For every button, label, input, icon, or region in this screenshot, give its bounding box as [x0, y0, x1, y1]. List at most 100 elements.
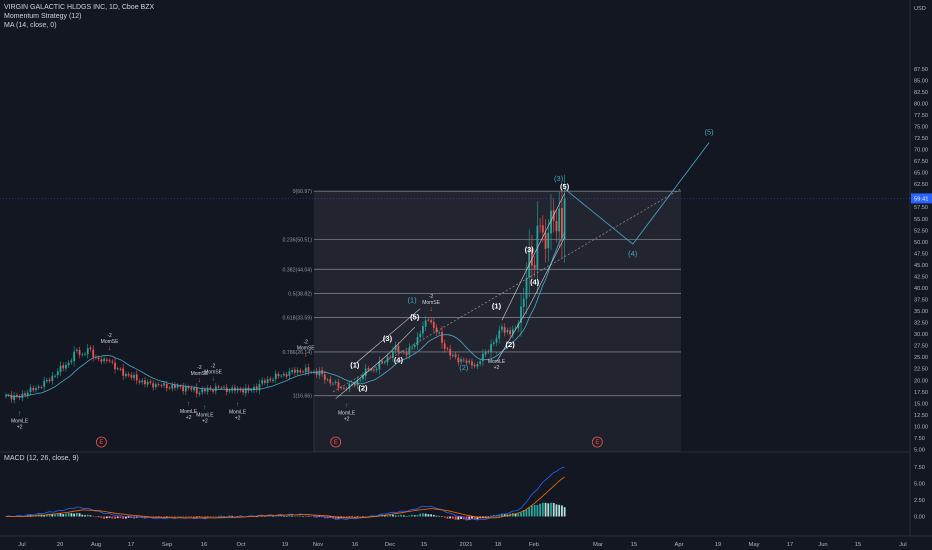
candle-body-120 [332, 383, 334, 385]
candle-body-83 [231, 387, 234, 391]
macd-histogram-bar-178 [490, 515, 492, 517]
macd-histogram-bar-103 [285, 516, 288, 517]
time-axis-tick-11: 15 [421, 542, 427, 548]
candle-body-14 [43, 380, 46, 387]
macd-histogram-bar-70 [195, 516, 198, 518]
candle-body-196 [539, 225, 541, 227]
macd-histogram-bar-61 [171, 516, 174, 517]
signal-long-qty-2: +2 [186, 415, 192, 421]
earnings-marker-label-2: E [595, 440, 599, 446]
candle-body-146 [402, 351, 405, 353]
candle-body-66 [184, 386, 187, 392]
signal-long-qty-10: +2 [494, 365, 500, 371]
candle-body-194 [533, 264, 536, 269]
macd-histogram-bar-133 [367, 516, 370, 517]
macd-histogram-bar-120 [332, 516, 334, 519]
earnings-marker-circle-1 [330, 436, 342, 448]
candle-body-59 [165, 384, 168, 389]
candle-body-202 [555, 220, 558, 232]
macd-histogram-bar-42 [119, 516, 122, 519]
signal-short-text-5: MomSE [204, 370, 222, 376]
candle-body-82 [228, 390, 231, 392]
candle-body-170 [468, 360, 471, 363]
price-axis-tick-23: 30.00 [914, 332, 928, 338]
candle-body-48 [135, 374, 138, 381]
macd-histogram-bar-160 [441, 516, 443, 517]
candle-body-57 [160, 385, 163, 386]
macd-histogram-bar-113 [313, 516, 315, 518]
wave-label-4: (5) [410, 312, 420, 321]
macd-histogram-bar-69 [193, 516, 195, 518]
macd-histogram-bar-44 [125, 516, 127, 519]
fib-level-label-1: 0.236(50.51) [283, 237, 313, 243]
candle-body-167 [460, 359, 462, 362]
candle-body-40 [114, 362, 116, 370]
macd-histogram-bar-96 [266, 516, 269, 517]
macd-histogram-bar-40 [114, 516, 116, 519]
candle-body-145 [400, 351, 403, 353]
time-axis-tick-12: 2021 [460, 542, 473, 548]
candle-body-73 [204, 389, 206, 392]
macd-legend[interactable]: MACD (12, 26, close, 9) [4, 455, 79, 462]
candle-body-109 [302, 371, 304, 373]
signal-long-text-0: MomLE [11, 419, 29, 425]
price-axis-tick-24: 27.50 [914, 344, 928, 350]
macd-histogram-bar-81 [225, 516, 228, 517]
macd-histogram-bar-110 [304, 516, 307, 518]
candle-body-16 [48, 379, 51, 382]
candle-body-52 [146, 381, 149, 385]
signal-long-text-8: MomLE [338, 410, 356, 416]
candle-body-99 [274, 373, 277, 379]
candle-body-187 [514, 327, 517, 329]
candle-body-18 [54, 375, 56, 377]
candle-body-22 [65, 364, 67, 369]
candle-body-45 [127, 373, 130, 376]
candle-body-104 [288, 371, 291, 376]
time-axis-tick-5: 16 [201, 542, 207, 548]
candle-body-91 [253, 387, 255, 391]
ma-legend[interactable]: MA (14, close, 0) [4, 22, 57, 29]
macd-histogram-bar-83 [231, 515, 234, 517]
price-axis-tick-8: 67.50 [914, 159, 928, 165]
candle-body-78 [217, 386, 220, 388]
time-axis-tick-14: Feb [529, 542, 539, 548]
macd-histogram-bar-188 [517, 513, 520, 517]
candle-body-100 [277, 374, 280, 377]
macd-histogram-bar-45 [127, 516, 130, 518]
candle-body-80 [223, 386, 225, 388]
signal-long-arrow-2: ↑ [187, 401, 191, 408]
macd-histogram-bar-98 [272, 516, 274, 517]
symbol-legend[interactable]: VIRGIN GALACTIC HLDGS INC, 1D, Cboe BZX [4, 4, 155, 11]
candle-body-9 [29, 387, 32, 393]
candle-body-76 [212, 389, 214, 392]
candle-body-27 [78, 350, 81, 355]
channel-upper-1 [354, 308, 421, 365]
wave-label-1: (2) [358, 383, 368, 392]
candle-body-177 [487, 351, 490, 352]
macd-histogram-bar-23 [67, 512, 70, 517]
candle-body-199 [547, 232, 550, 249]
candle-body-124 [343, 387, 345, 389]
macd-histogram-bar-107 [296, 516, 299, 517]
candle-body-105 [291, 370, 294, 373]
candle-body-15 [45, 380, 48, 382]
macd-histogram-bar-187 [514, 513, 517, 517]
signal-long-qty-0: +2 [17, 425, 23, 431]
candle-body-11 [35, 388, 37, 391]
macd-histogram-bar-145 [400, 514, 403, 517]
wave-label-8: (4) [530, 277, 540, 286]
candle-body-51 [144, 380, 146, 385]
candle-body-143 [394, 345, 397, 351]
strategy-legend[interactable]: Momentum Strategy (12) [4, 13, 82, 20]
channel-upper-2 [501, 193, 565, 321]
candle-body-123 [340, 387, 343, 389]
candle-body-133 [367, 368, 370, 370]
time-axis-tick-20: 17 [787, 542, 793, 548]
macd-histogram-bar-125 [345, 516, 348, 518]
signal-short-qty-9: -2 [429, 294, 434, 300]
macd-histogram-bar-149 [411, 514, 413, 517]
signal-long-arrow-6: ↑ [236, 401, 240, 408]
macd-histogram-bar-153 [422, 513, 424, 517]
signal-short-arrow-7: ↓ [304, 352, 308, 359]
